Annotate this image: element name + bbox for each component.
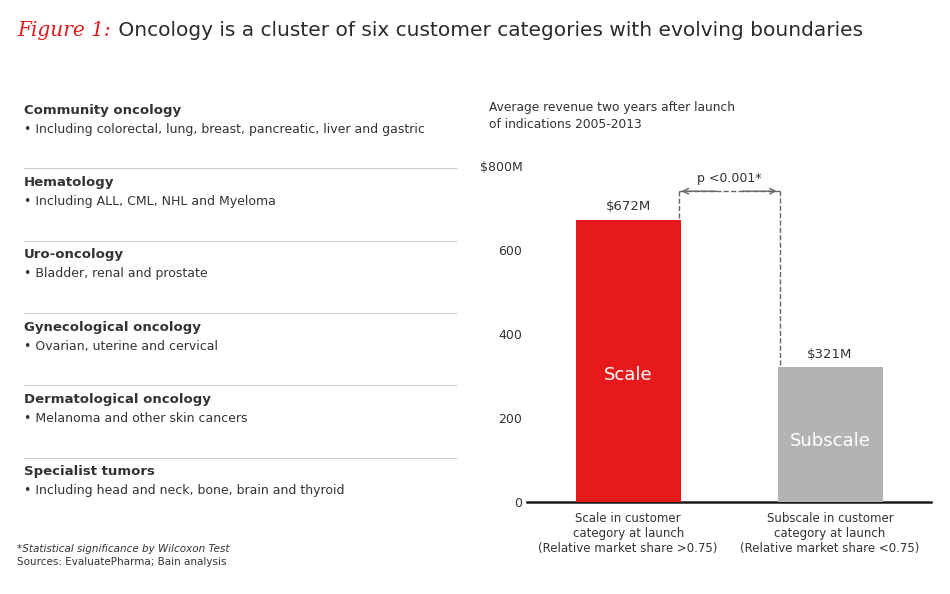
Text: Sources: EvaluatePharma; Bain analysis: Sources: EvaluatePharma; Bain analysis xyxy=(17,557,227,567)
Text: Subscale: Subscale xyxy=(789,432,870,450)
Text: Scale: Scale xyxy=(604,366,653,384)
Text: $672M: $672M xyxy=(605,200,651,213)
Text: Hematology: Hematology xyxy=(24,176,114,189)
Bar xyxy=(576,220,680,502)
Text: *Statistical significance by Wilcoxon Test: *Statistical significance by Wilcoxon Te… xyxy=(17,544,230,554)
Text: • Including colorectal, lung, breast, pancreatic, liver and gastric: • Including colorectal, lung, breast, pa… xyxy=(24,123,425,136)
Text: Average revenue two years after launch
of indications 2005-2013: Average revenue two years after launch o… xyxy=(489,101,735,131)
Text: Figure 1:: Figure 1: xyxy=(17,21,111,40)
Bar xyxy=(777,367,883,502)
Text: "Vertical" oncology categories defined by treating physician: "Vertical" oncology categories defined b… xyxy=(30,65,448,79)
Text: Gynecological oncology: Gynecological oncology xyxy=(24,321,200,334)
Text: Oncology is a cluster of six customer categories with evolving boundaries: Oncology is a cluster of six customer ca… xyxy=(112,21,864,40)
Text: • Bladder, renal and prostate: • Bladder, renal and prostate xyxy=(24,267,207,280)
Text: Specialist tumors: Specialist tumors xyxy=(24,465,155,478)
Text: Community oncology: Community oncology xyxy=(24,104,180,117)
Text: Uro-oncology: Uro-oncology xyxy=(24,248,124,261)
Text: • Melanoma and other skin cancers: • Melanoma and other skin cancers xyxy=(24,412,247,425)
Text: $321M: $321M xyxy=(808,348,853,361)
Text: • Ovarian, uterine and cervical: • Ovarian, uterine and cervical xyxy=(24,340,218,353)
Text: • Including ALL, CML, NHL and Myeloma: • Including ALL, CML, NHL and Myeloma xyxy=(24,195,276,208)
Text: Dermatological oncology: Dermatological oncology xyxy=(24,393,211,406)
Text: Customer category leaders achieve greater commercial success: Customer category leaders achieve greate… xyxy=(486,65,933,79)
Text: • Including head and neck, bone, brain and thyroid: • Including head and neck, bone, brain a… xyxy=(24,484,344,497)
Text: p <0.001*: p <0.001* xyxy=(697,172,761,185)
